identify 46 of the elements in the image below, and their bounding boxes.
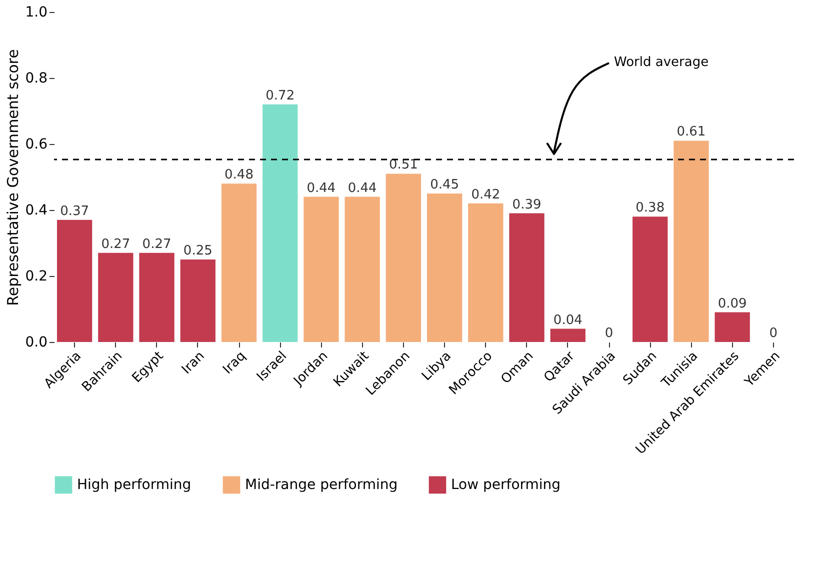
legend-label: Mid-range performing: [245, 476, 398, 493]
annotation: World average: [614, 55, 709, 70]
data-label: 0.42: [471, 187, 500, 202]
data-label: 0.61: [676, 124, 706, 140]
y-tick-label: 1.0: [25, 4, 48, 20]
data-label: 0.44: [348, 180, 377, 196]
data-label: 0.37: [60, 204, 90, 219]
data-label: 0.27: [101, 236, 130, 252]
bar: [221, 184, 257, 342]
data-label: 0.04: [553, 312, 582, 328]
legend-label: Low performing: [451, 476, 561, 493]
bar: [98, 252, 134, 342]
bar: [509, 213, 544, 342]
bar: [674, 140, 709, 342]
data-label: 0.72: [266, 88, 295, 104]
data-label: 0: [604, 326, 614, 341]
data-label: 0.39: [512, 197, 542, 212]
data-label: 0.09: [718, 296, 747, 312]
data-label: 0.45: [430, 178, 460, 192]
y-tick-label: 0.6: [25, 136, 48, 152]
data-label: 0: [769, 326, 778, 341]
data-label: 0.25: [183, 244, 212, 258]
bar: [468, 203, 504, 342]
bar: [262, 104, 298, 342]
x-tick-label: Iraq: [220, 348, 249, 378]
data-label: 0.44: [306, 180, 336, 196]
bar: [386, 174, 422, 342]
y-tick-label: 0.4: [25, 202, 48, 218]
bar: [550, 328, 586, 342]
y-tick-label: 0.8: [25, 70, 48, 86]
bar: [714, 312, 750, 342]
data-label: 0.48: [224, 168, 254, 183]
y-tick-label: 0.2: [25, 268, 48, 284]
legend-label: High performing: [77, 476, 192, 493]
bar: [304, 196, 339, 342]
bar: [180, 260, 216, 342]
x-tick-label: Iran: [179, 348, 208, 378]
data-label: 0.38: [636, 200, 665, 216]
bar: [344, 196, 380, 342]
y-axis-title: Representative Government score: [4, 49, 22, 306]
bar: [139, 252, 174, 342]
data-label: 0.27: [142, 236, 172, 252]
bar: [56, 220, 92, 342]
bar: [426, 194, 462, 342]
bar: [632, 216, 668, 342]
y-tick-label: 0.0: [25, 334, 48, 350]
